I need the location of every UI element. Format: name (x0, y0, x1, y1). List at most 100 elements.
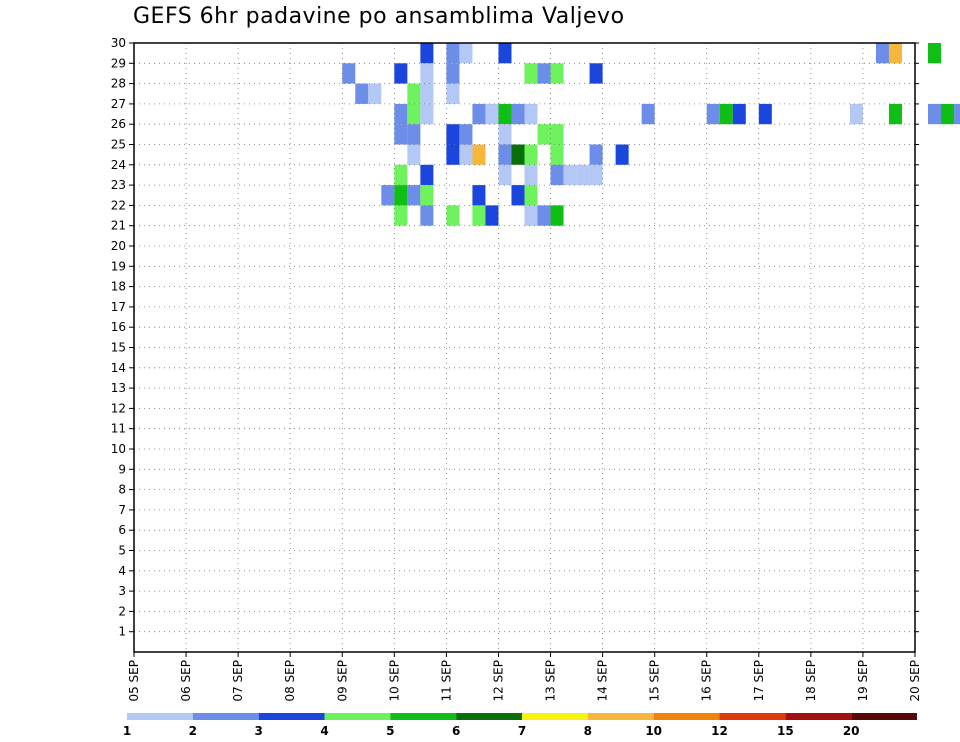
colorbar-swatch (258, 713, 325, 720)
y-tick-label: 22 (111, 198, 126, 212)
y-tick-label: 28 (111, 77, 126, 91)
colorbar-swatch (390, 713, 457, 720)
colorbar-swatch (522, 713, 588, 720)
heatmap-cell (407, 83, 421, 104)
heatmap-cell (941, 103, 955, 125)
x-tick-label: 09 SEP (335, 660, 349, 702)
heatmap-cell (511, 144, 525, 165)
heatmap-cell (719, 103, 733, 125)
heatmap-cells (342, 43, 960, 226)
colorbar-swatch (785, 713, 852, 720)
heatmap-cell (875, 43, 889, 64)
heatmap-cell (550, 124, 564, 145)
heatmap-cell (641, 103, 655, 125)
heatmap-cell (511, 103, 525, 125)
heatmap-cell (498, 103, 512, 125)
heatmap-cell (615, 144, 629, 165)
colorbar-label: 7 (518, 724, 526, 738)
heatmap-cell (472, 185, 486, 206)
y-tick-label: 6 (118, 523, 126, 537)
heatmap-cell (381, 185, 395, 206)
gridlines (134, 42, 915, 652)
y-tick-label: 20 (111, 239, 126, 253)
y-tick-label: 30 (111, 36, 126, 50)
heatmap-cell (550, 205, 564, 226)
heatmap-cell (928, 103, 942, 125)
heatmap-cell (524, 103, 538, 125)
heatmap-cell (758, 103, 772, 125)
heatmap-cell (459, 43, 473, 64)
heatmap-cell (498, 124, 512, 145)
heatmap-cell (446, 83, 460, 104)
y-tick-label: 7 (118, 503, 126, 517)
heatmap-cell (888, 43, 902, 64)
heatmap-cell (420, 83, 434, 104)
heatmap-cell (589, 144, 603, 165)
heatmap-cell (446, 43, 460, 64)
colorbar-swatch (719, 713, 786, 720)
x-tick-label: 08 SEP (283, 660, 297, 702)
y-tick-label: 21 (111, 219, 126, 233)
heatmap-cell (394, 185, 408, 206)
y-tick-label: 2 (118, 604, 126, 618)
heatmap-cell (368, 83, 382, 104)
x-tick-label: 15 SEP (648, 660, 662, 702)
x-tick-label: 05 SEP (127, 660, 141, 702)
heatmap-cell (485, 103, 499, 125)
y-tick-label: 24 (111, 158, 126, 172)
colorbar-label: 8 (584, 724, 592, 738)
y-tick-label: 23 (111, 178, 126, 192)
colorbar-label: 5 (386, 724, 394, 738)
heatmap-cell (524, 205, 538, 226)
colorbar-swatch (653, 713, 720, 720)
y-tick-label: 29 (111, 56, 126, 70)
heatmap-cell (589, 164, 603, 186)
x-tick-label: 11 SEP (439, 660, 453, 702)
heatmap-cell (446, 124, 460, 145)
heatmap-cell (954, 103, 960, 125)
y-tick-label: 27 (111, 97, 126, 111)
x-tick-label: 17 SEP (752, 660, 766, 702)
heatmap-cell (537, 63, 551, 84)
heatmap-cell (446, 63, 460, 84)
y-tick-label: 1 (118, 625, 126, 639)
heatmap-cell (888, 103, 902, 125)
heatmap-cell (563, 164, 577, 186)
heatmap-cell (472, 103, 486, 125)
colorbar-label: 3 (254, 724, 262, 738)
heatmap-cell (472, 205, 486, 226)
heatmap-cell (928, 43, 942, 64)
heatmap-cell (355, 83, 369, 104)
heatmap-cell (524, 164, 538, 186)
colorbar-legend: 1 2 3 4 5 6 7 8 10 12 15 20 (123, 713, 917, 738)
y-tick-label: 8 (118, 483, 126, 497)
chart-title: GEFS 6hr padavine po ansamblima Valjevo (133, 4, 625, 29)
heatmap-cell (849, 103, 863, 125)
heatmap-cell (394, 164, 408, 186)
colorbar-swatch (192, 713, 259, 720)
y-tick-label: 10 (111, 442, 126, 456)
x-tick-label: 10 SEP (387, 660, 401, 702)
heatmap-cell (394, 124, 408, 145)
heatmap-cell (420, 205, 434, 226)
x-tick-label: 06 SEP (179, 660, 193, 702)
heatmap-cell (498, 43, 512, 64)
y-tick-label: 3 (118, 584, 126, 598)
colorbar-swatch (851, 713, 917, 720)
heatmap-cell (524, 185, 538, 206)
y-axis: 1234567891011121314151617181920212223242… (111, 36, 919, 639)
heatmap-cell (446, 205, 460, 226)
colorbar-label: 6 (452, 724, 460, 738)
heatmap-cell (498, 144, 512, 165)
y-tick-label: 11 (111, 422, 126, 436)
heatmap-cell (550, 63, 564, 84)
colorbar-label: 12 (711, 724, 728, 738)
colorbar-label: 20 (843, 724, 860, 738)
colorbar-label: 4 (320, 724, 328, 738)
x-tick-label: 18 SEP (804, 660, 818, 702)
y-tick-label: 16 (111, 320, 126, 334)
heatmap-cell (420, 185, 434, 206)
x-tick-label: 20 SEP (908, 660, 922, 702)
heatmap-cell (407, 144, 421, 165)
heatmap-cell (511, 185, 525, 206)
